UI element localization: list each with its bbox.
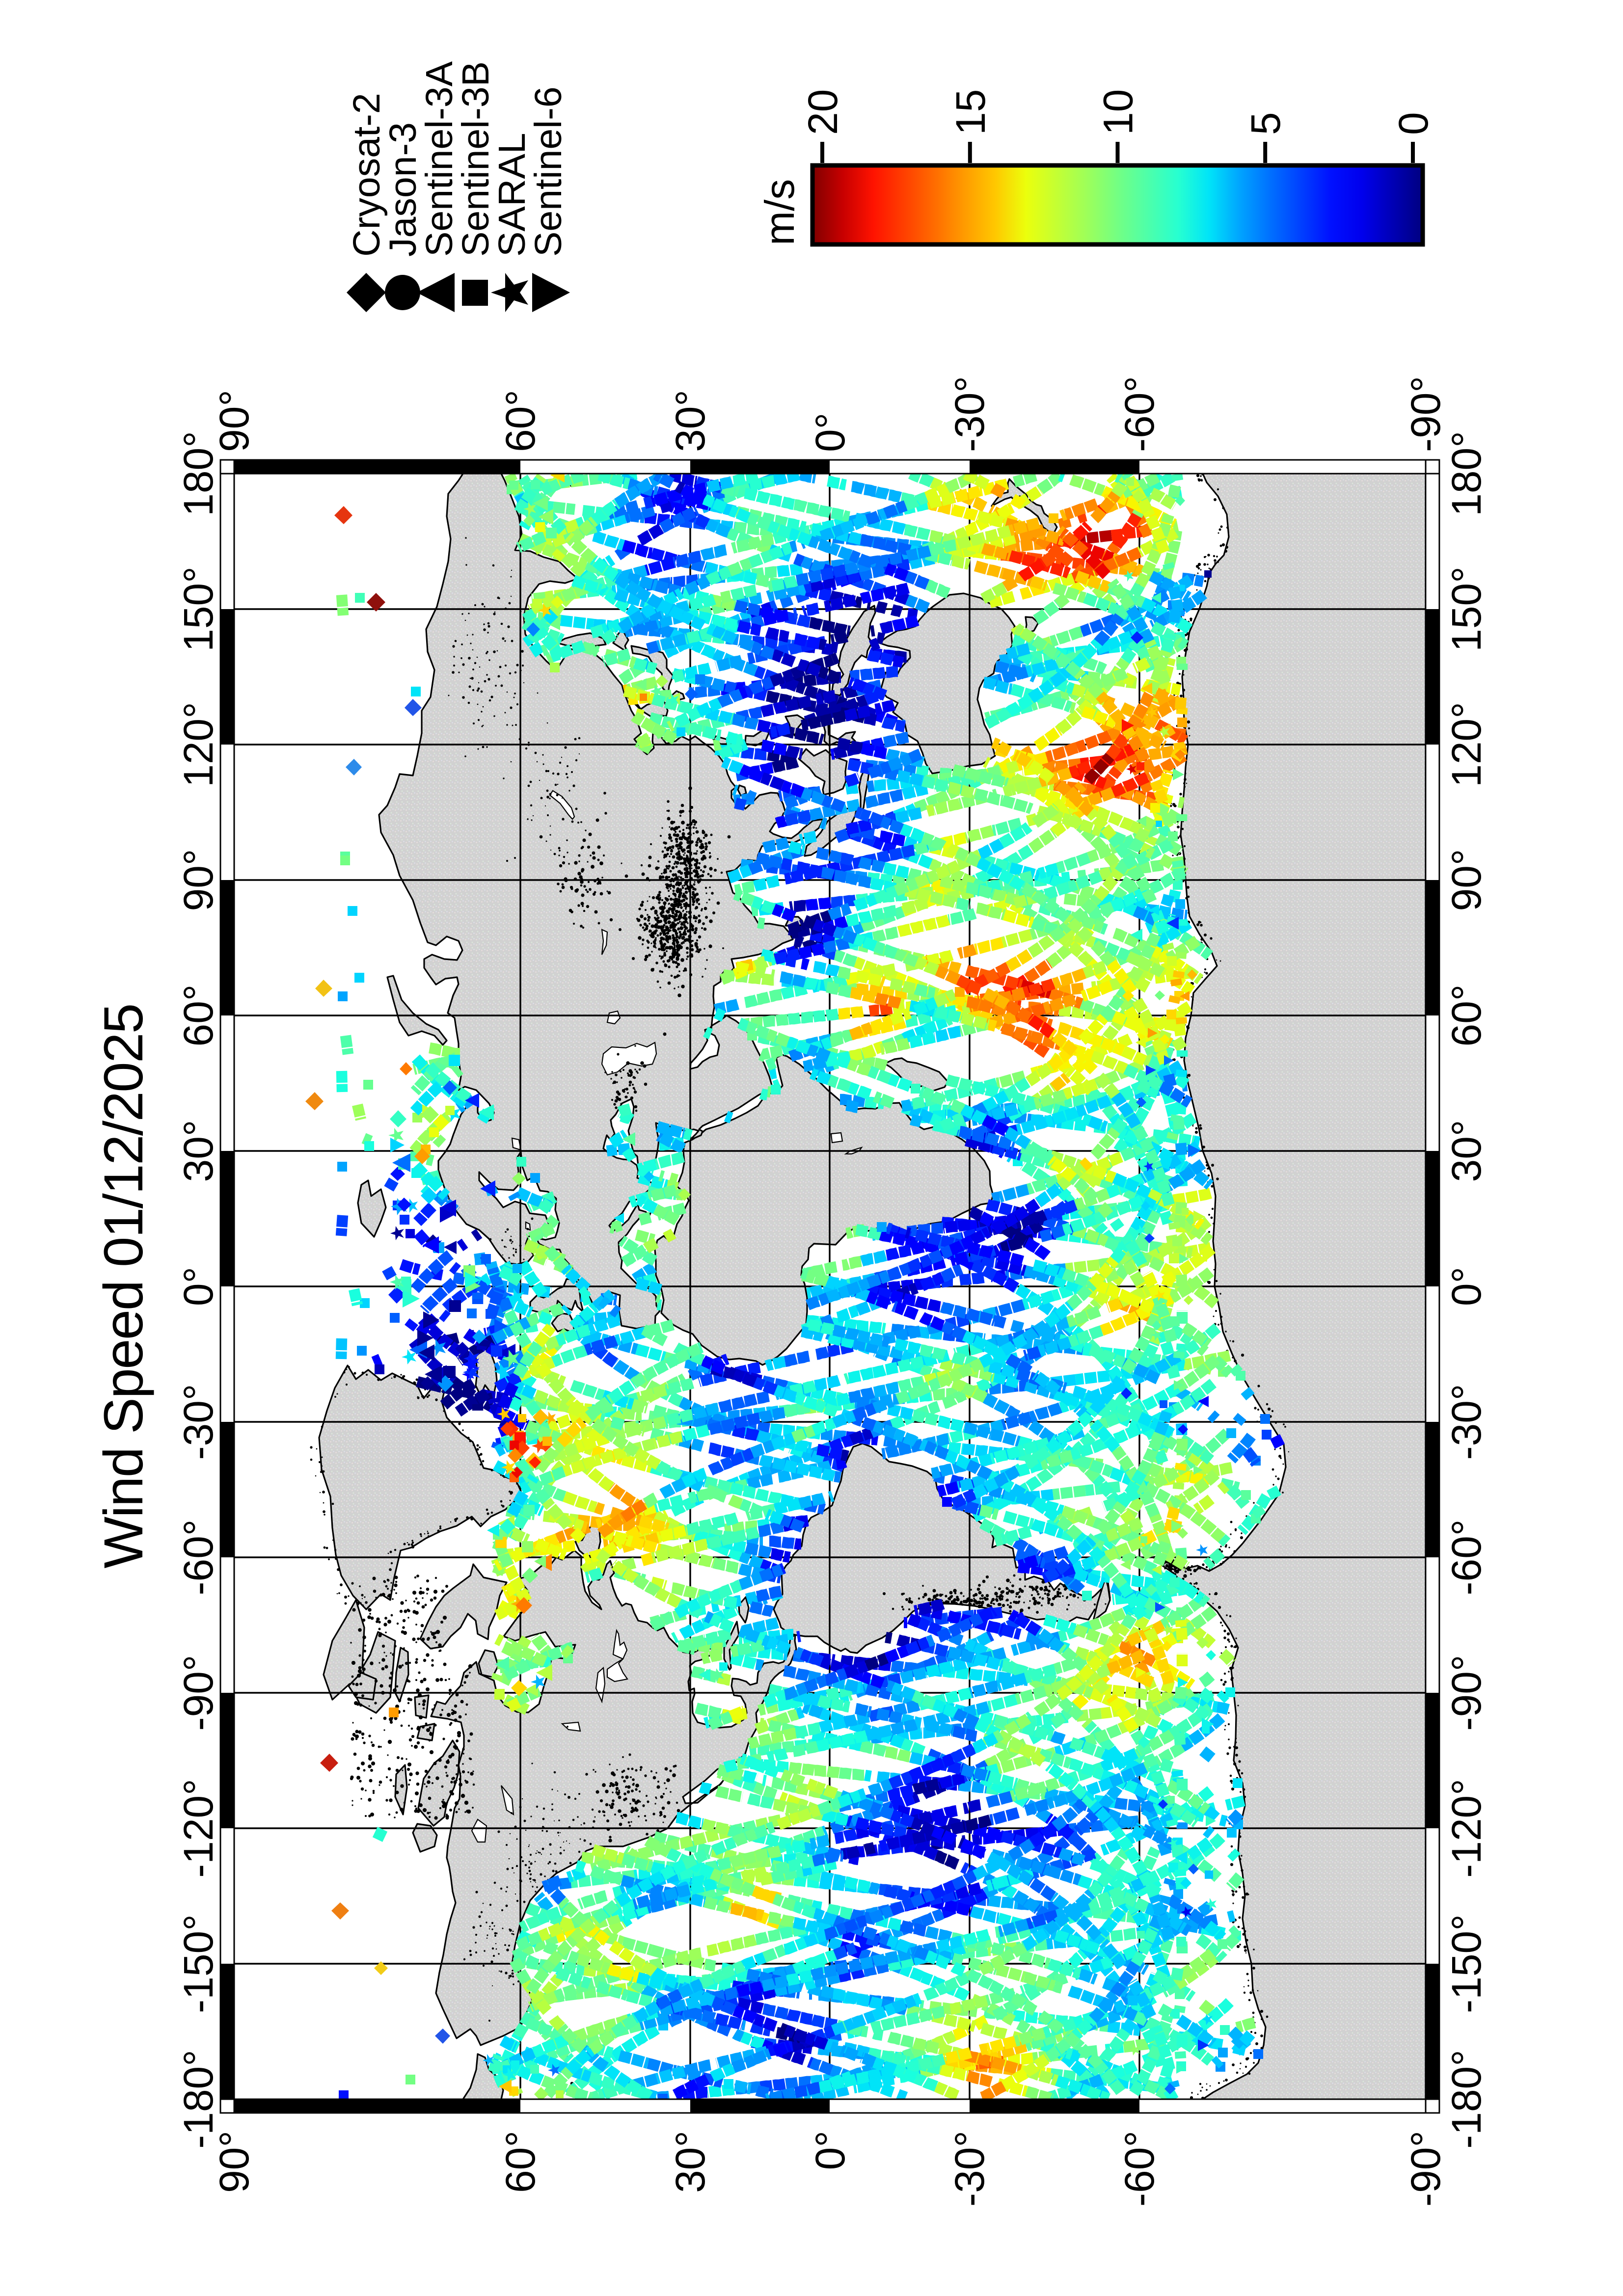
svg-text:-30°: -30°: [947, 376, 993, 452]
svg-text:150°: 150°: [1443, 566, 1489, 652]
svg-text:0°: 0°: [807, 413, 853, 452]
svg-text:60°: 60°: [1443, 984, 1489, 1046]
svg-text:180°: 180°: [1443, 431, 1489, 516]
svg-text:90°: 90°: [211, 2131, 257, 2193]
svg-text:60°: 60°: [497, 2131, 543, 2193]
svg-text:Jason-3: Jason-3: [382, 122, 424, 257]
svg-text:-30°: -30°: [947, 2131, 993, 2207]
svg-text:120°: 120°: [1443, 702, 1489, 787]
svg-text:30°: 30°: [175, 1120, 221, 1182]
svg-text:-60°: -60°: [1443, 1520, 1489, 1596]
svg-text:-90°: -90°: [175, 1655, 221, 1731]
svg-text:-90°: -90°: [1403, 376, 1449, 452]
svg-text:m/s: m/s: [757, 179, 803, 245]
svg-text:30°: 30°: [667, 2131, 713, 2193]
svg-text:-180°: -180°: [1443, 2050, 1489, 2149]
svg-text:-30°: -30°: [175, 1384, 221, 1460]
svg-text:-90°: -90°: [1443, 1655, 1489, 1731]
svg-text:60°: 60°: [497, 390, 543, 452]
svg-text:-150°: -150°: [175, 1914, 221, 2013]
svg-text:Wind Speed 01/12/2025: Wind Speed 01/12/2025: [93, 1004, 154, 1568]
svg-text:-60°: -60°: [1116, 2131, 1163, 2207]
svg-text:10: 10: [1095, 89, 1141, 135]
svg-text:0°: 0°: [807, 2131, 853, 2170]
svg-text:SARAL: SARAL: [491, 133, 533, 257]
svg-text:0: 0: [1390, 112, 1436, 135]
svg-text:Sentinel-3A: Sentinel-3A: [418, 61, 460, 257]
svg-text:20: 20: [800, 89, 846, 135]
svg-text:-120°: -120°: [1443, 1779, 1489, 1878]
svg-text:90°: 90°: [1443, 849, 1489, 911]
svg-text:-60°: -60°: [175, 1520, 221, 1596]
svg-text:30°: 30°: [1443, 1120, 1489, 1182]
svg-text:0°: 0°: [175, 1267, 221, 1306]
svg-text:Sentinel-3B: Sentinel-3B: [455, 61, 497, 257]
svg-text:5: 5: [1243, 112, 1289, 135]
svg-text:-90°: -90°: [1403, 2131, 1449, 2207]
svg-text:90°: 90°: [175, 849, 221, 911]
svg-text:-150°: -150°: [1443, 1914, 1489, 2013]
svg-text:Sentinel-6: Sentinel-6: [527, 86, 569, 257]
svg-text:90°: 90°: [211, 390, 257, 452]
svg-text:180°: 180°: [175, 431, 221, 516]
svg-text:60°: 60°: [175, 984, 221, 1046]
svg-text:-60°: -60°: [1116, 376, 1163, 452]
svg-text:15: 15: [947, 89, 994, 135]
svg-text:150°: 150°: [175, 566, 221, 652]
svg-text:Cryosat-2: Cryosat-2: [346, 93, 388, 257]
svg-text:-120°: -120°: [175, 1779, 221, 1878]
svg-text:-180°: -180°: [175, 2050, 221, 2149]
svg-text:30°: 30°: [667, 390, 713, 452]
svg-text:120°: 120°: [175, 702, 221, 787]
svg-text:-30°: -30°: [1443, 1384, 1489, 1460]
svg-text:0°: 0°: [1443, 1267, 1489, 1306]
